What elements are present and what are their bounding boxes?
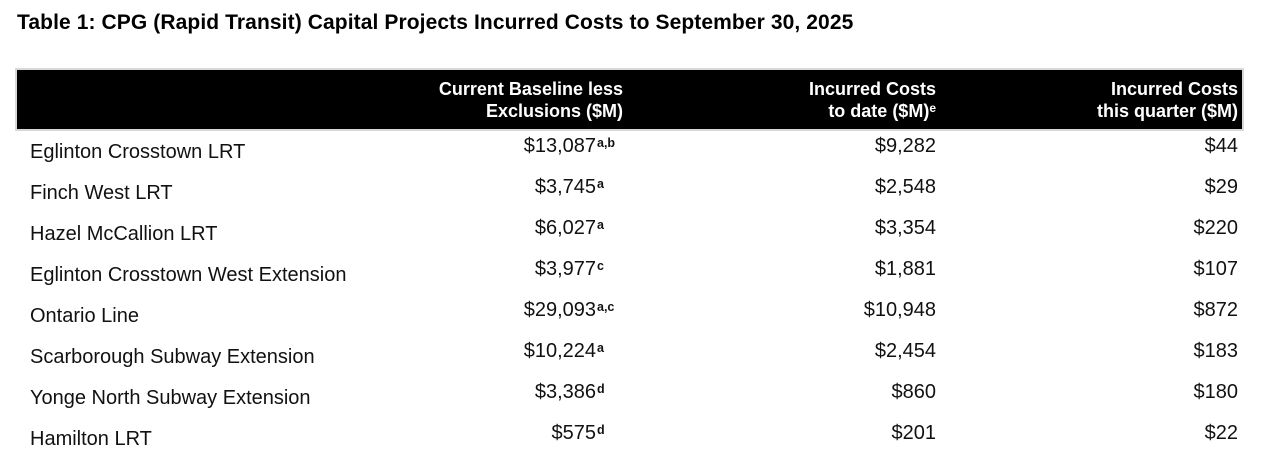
project-name: Eglinton Crosstown LRT: [30, 141, 246, 163]
baseline-cost-value: $10,224: [523, 340, 596, 362]
header-quarter-line2: this quarter ($M): [1096, 100, 1238, 121]
incurred-this-quarter-value: $183: [1193, 340, 1239, 362]
project-name: Scarborough Subway Extension: [30, 346, 315, 368]
project-name-cell: Eglinton Crosstown West Extension: [17, 254, 417, 295]
header-quarter-line1: Incurred Costs: [1110, 78, 1238, 99]
incurred-to-date-value: $1,881: [874, 258, 936, 280]
baseline-cost-value: $3,745: [534, 176, 596, 198]
table-row: Hazel McCallion LRT $6,027 a $3,354 $220: [17, 213, 1242, 254]
incurred-to-date-cell: $2,548: [627, 172, 940, 213]
header-to-date-line2-text: to date ($M): [828, 100, 930, 121]
baseline-cost-value: $575: [551, 422, 597, 444]
baseline-cost-value: $3,977: [534, 258, 596, 280]
incurred-to-date-value: $2,454: [874, 340, 936, 362]
table-row: Eglinton Crosstown West Extension $3,977…: [17, 254, 1242, 295]
table-row: Yonge North Subway Extension $3,386 d $86…: [17, 377, 1242, 418]
incurred-to-date-cell: $860: [627, 377, 940, 418]
incurred-this-quarter-cell: $29: [940, 172, 1242, 213]
incurred-to-date-value: $2,548: [874, 176, 936, 198]
project-name: Yonge North Subway Extension: [30, 387, 311, 409]
table-title: Table 1: CPG (Rapid Transit) Capital Pro…: [17, 11, 854, 34]
project-name: Ontario Line: [30, 305, 139, 327]
baseline-cost-value: $3,386: [534, 381, 596, 403]
baseline-cost-cell: $3,745 a: [417, 172, 627, 213]
header-cell-baseline: Current Baseline less Exclusions ($M): [417, 70, 627, 129]
baseline-cost-footnote: a: [597, 177, 604, 191]
baseline-cost-footnote: a: [597, 218, 604, 232]
capital-projects-table: Current Baseline less Exclusions ($M) In…: [17, 70, 1242, 459]
incurred-this-quarter-cell: $872: [940, 295, 1242, 336]
baseline-cost-footnote: a: [597, 341, 604, 355]
incurred-this-quarter-value: $180: [1193, 381, 1239, 403]
table-header-row: Current Baseline less Exclusions ($M) In…: [17, 70, 1242, 129]
incurred-to-date-cell: $3,354: [627, 213, 940, 254]
incurred-to-date-cell: $2,454: [627, 336, 940, 377]
baseline-cost-cell: $29,093 a,c: [417, 295, 627, 336]
project-name-cell: Ontario Line: [17, 295, 417, 336]
incurred-this-quarter-cell: $220: [940, 213, 1242, 254]
baseline-cost-value: $6,027: [534, 217, 596, 239]
baseline-cost-cell: $575 d: [417, 418, 627, 459]
project-name-cell: Yonge North Subway Extension: [17, 377, 417, 418]
incurred-to-date-value: $201: [891, 422, 937, 444]
baseline-cost-cell: $3,386 d: [417, 377, 627, 418]
incurred-to-date-value: $3,354: [874, 217, 936, 239]
table-body: Eglinton Crosstown LRT $13,087 a,b $9,282…: [17, 129, 1242, 459]
project-name: Finch West LRT: [30, 182, 173, 204]
incurred-this-quarter-cell: $107: [940, 254, 1242, 295]
baseline-cost-cell: $10,224 a: [417, 336, 627, 377]
project-name-cell: Hamilton LRT: [17, 418, 417, 459]
table-row: Ontario Line $29,093 a,c $10,948 $872: [17, 295, 1242, 336]
header-cell-quarter: Incurred Costs this quarter ($M): [940, 70, 1242, 129]
baseline-cost-footnote: d: [597, 382, 605, 396]
project-name-cell: Finch West LRT: [17, 172, 417, 213]
baseline-cost-value: $13,087: [523, 135, 596, 157]
baseline-cost-cell: $6,027 a: [417, 213, 627, 254]
incurred-this-quarter-cell: $22: [940, 418, 1242, 459]
baseline-cost-value: $29,093: [523, 299, 596, 321]
table-row: Scarborough Subway Extension $10,224 a $2…: [17, 336, 1242, 377]
baseline-cost-footnote: a,b: [597, 136, 616, 150]
table-row: Hamilton LRT $575 d $201 $22: [17, 418, 1242, 459]
incurred-to-date-cell: $9,282: [627, 131, 940, 172]
incurred-this-quarter-value: $107: [1193, 258, 1239, 280]
project-name-cell: Scarborough Subway Extension: [17, 336, 417, 377]
project-name-cell: Eglinton Crosstown LRT: [17, 131, 417, 172]
table-row: Finch West LRT $3,745 a $2,548 $29: [17, 172, 1242, 213]
incurred-this-quarter-value: $29: [1204, 176, 1238, 198]
project-name-cell: Hazel McCallion LRT: [17, 213, 417, 254]
incurred-this-quarter-value: $220: [1193, 217, 1239, 239]
header-cell-project: [17, 70, 417, 129]
incurred-this-quarter-cell: $44: [940, 131, 1242, 172]
header-to-date-footnote: e: [929, 100, 936, 115]
incurred-to-date-cell: $10,948: [627, 295, 940, 336]
project-name: Eglinton Crosstown West Extension: [30, 264, 347, 286]
incurred-to-date-cell: $201: [627, 418, 940, 459]
incurred-to-date-value: $10,948: [863, 299, 936, 321]
incurred-to-date-cell: $1,881: [627, 254, 940, 295]
baseline-cost-cell: $13,087 a,b: [417, 131, 627, 172]
incurred-this-quarter-value: $22: [1204, 422, 1238, 444]
project-name: Hamilton LRT: [30, 428, 152, 450]
incurred-this-quarter-value: $44: [1204, 135, 1238, 157]
project-name: Hazel McCallion LRT: [30, 223, 218, 245]
incurred-this-quarter-cell: $180: [940, 377, 1242, 418]
header-cell-to-date: Incurred Costs to date ($M)e: [627, 70, 940, 129]
baseline-cost-cell: $3,977 c: [417, 254, 627, 295]
incurred-this-quarter-value: $872: [1193, 299, 1239, 321]
baseline-cost-footnote: a,c: [597, 300, 615, 314]
header-to-date-line2: to date ($M)e: [828, 100, 936, 122]
baseline-cost-footnote: d: [597, 423, 605, 437]
header-to-date-line1: Incurred Costs: [808, 78, 936, 99]
header-baseline-line2: Exclusions ($M): [485, 100, 623, 121]
incurred-to-date-value: $860: [891, 381, 937, 403]
baseline-cost-footnote: c: [597, 259, 604, 273]
header-baseline-line1: Current Baseline less: [438, 78, 623, 99]
incurred-to-date-value: $9,282: [874, 135, 936, 157]
table-row: Eglinton Crosstown LRT $13,087 a,b $9,282…: [17, 131, 1242, 172]
incurred-this-quarter-cell: $183: [940, 336, 1242, 377]
